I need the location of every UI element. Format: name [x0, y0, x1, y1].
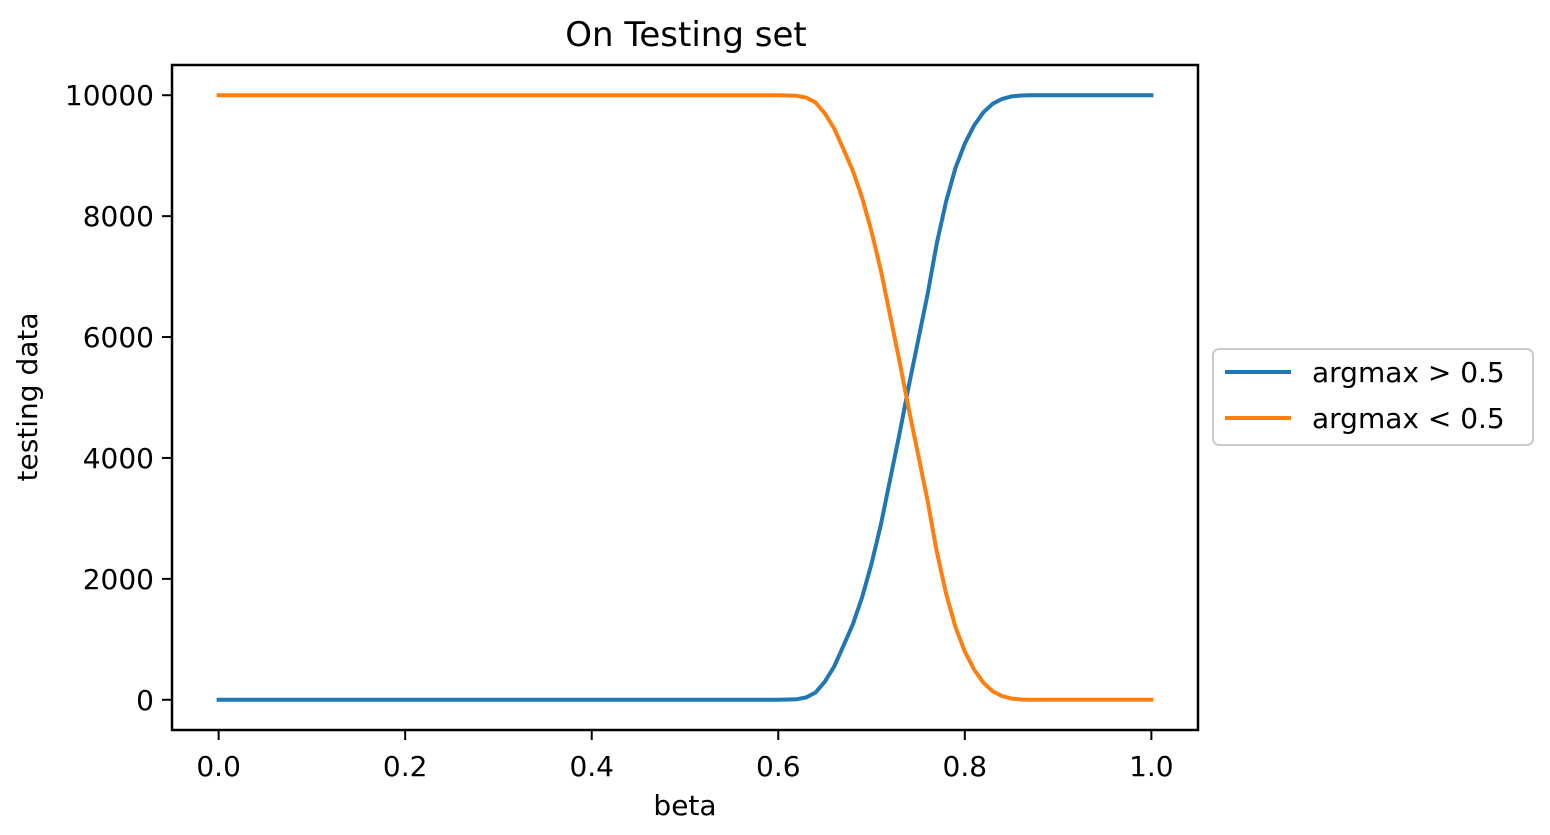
- x-tick-label: 0.8: [943, 750, 988, 783]
- x-tick-label: 0.6: [756, 750, 801, 783]
- series-line-argmax-lt: [216, 93, 1154, 702]
- legend-label-argmax-gt: argmax > 0.5: [1312, 356, 1505, 389]
- x-tick-label: 0.4: [569, 750, 614, 783]
- plot-frame: [170, 63, 1200, 732]
- x-tick-label: 0.2: [383, 750, 428, 783]
- y-tick-label: 10000: [65, 79, 154, 112]
- y-axis: 0 2000 4000 6000 8000 10000: [65, 79, 172, 717]
- series-line-argmax-gt: [216, 93, 1154, 702]
- x-axis-label: beta: [653, 789, 716, 822]
- x-axis: 0.0 0.2 0.4 0.6 0.8 1.0: [196, 730, 1174, 783]
- y-tick-label: 0: [136, 684, 154, 717]
- series-layer: [216, 93, 1154, 702]
- legend: argmax > 0.5 argmax < 0.5: [1212, 348, 1534, 446]
- plot-area: 0.0 0.2 0.4 0.6 0.8 1.0 0 2000 4000 6000 8000 1000…: [65, 63, 1200, 783]
- x-tick-label: 0.0: [196, 750, 241, 783]
- legend-box: [1212, 348, 1534, 446]
- y-tick-label: 4000: [83, 442, 154, 475]
- x-tick-label: 1.0: [1129, 750, 1174, 783]
- y-tick-label: 8000: [83, 200, 154, 233]
- chart-title: On Testing set: [565, 15, 806, 55]
- legend-label-argmax-lt: argmax < 0.5: [1312, 402, 1505, 435]
- y-axis-label: testing data: [11, 312, 44, 481]
- y-tick-label: 2000: [83, 563, 154, 596]
- y-tick-label: 6000: [83, 321, 154, 354]
